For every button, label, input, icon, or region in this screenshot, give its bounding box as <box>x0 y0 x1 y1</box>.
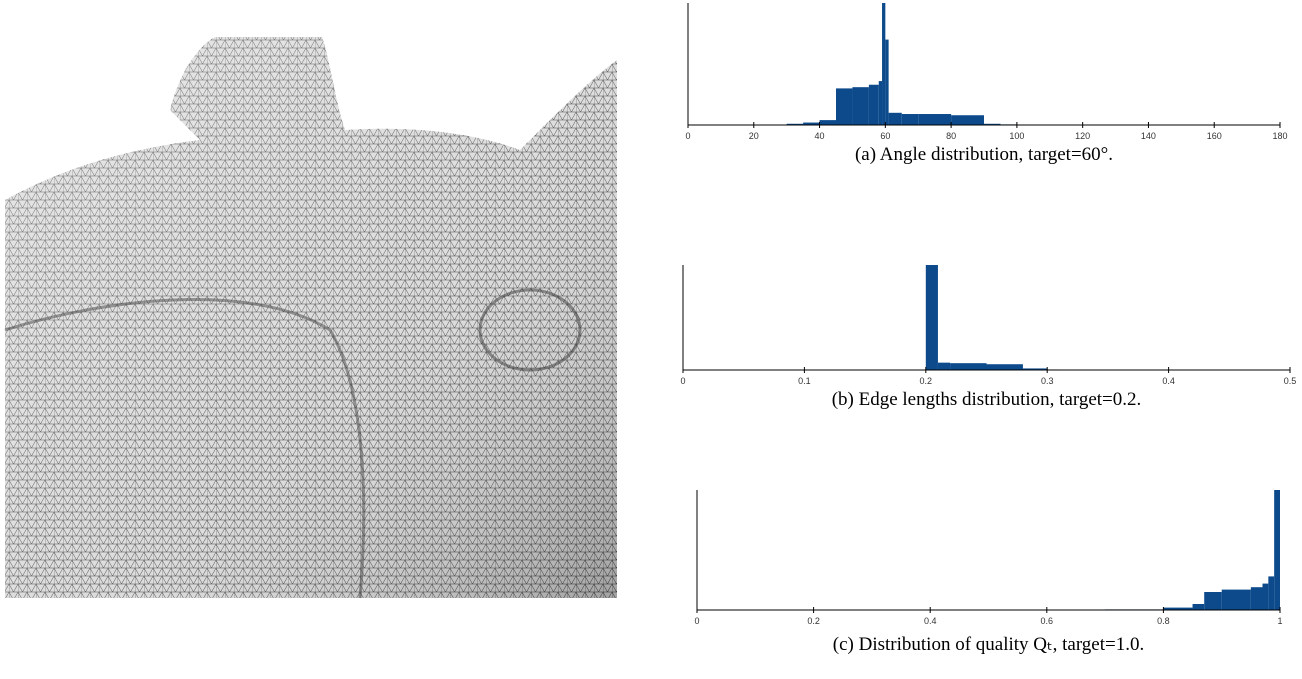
x-tick-label: 0.4 <box>924 616 937 626</box>
x-tick-label: 0.5 <box>1284 376 1297 386</box>
bar <box>987 364 1023 370</box>
bar <box>1263 584 1269 610</box>
x-tick-label: 0.1 <box>798 376 811 386</box>
x-tick-label: 0.3 <box>1041 376 1054 386</box>
x-tick-label: 180 <box>1272 131 1287 141</box>
x-tick-label: 0.2 <box>920 376 933 386</box>
bar <box>1222 590 1251 610</box>
bar <box>885 40 888 125</box>
figure: 020406080100120140160180(a) Angle distri… <box>0 0 1302 679</box>
bar <box>1251 587 1263 610</box>
x-tick-label: 0.4 <box>1162 376 1175 386</box>
bar <box>1204 592 1221 610</box>
x-tick-label: 80 <box>946 131 956 141</box>
x-tick-label: 20 <box>749 131 759 141</box>
x-tick-label: 60 <box>880 131 890 141</box>
bar <box>889 113 902 125</box>
caption: (c) Distribution of quality Qₜ, target=1… <box>833 634 1144 655</box>
bar <box>938 363 950 370</box>
caption: (b) Edge lengths distribution, target=0.… <box>832 389 1142 410</box>
bar <box>820 120 836 125</box>
histogram-panel: 0 0.1 0.2 0.3 0.4 0.5 (b) Edge lengths distrib… <box>680 265 1296 410</box>
x-tick-label: 0 <box>685 131 690 141</box>
histogram-panel: 0 0.2 0.4 0.6 0.8 1 (c) Distribution of qualit… <box>694 490 1282 655</box>
caption: (a) Angle distribution, target=60°. <box>855 144 1113 165</box>
bar <box>951 115 984 125</box>
x-tick-label: 0 <box>680 376 685 386</box>
bar <box>950 363 986 370</box>
x-tick-label: 100 <box>1009 131 1024 141</box>
mesh-render <box>5 37 617 598</box>
bar <box>902 114 918 125</box>
x-tick-label: 40 <box>815 131 825 141</box>
x-tick-label: 120 <box>1075 131 1090 141</box>
x-tick-label: 0.8 <box>1157 616 1170 626</box>
x-tick-label: 0 <box>694 616 699 626</box>
bar <box>852 87 868 125</box>
histogram-panel: 0 20 40 60 80 100 120 140 160 180 (a) Angle distri… <box>685 3 1287 165</box>
x-tick-label: 0.6 <box>1041 616 1054 626</box>
bar <box>1193 604 1205 610</box>
bar <box>869 85 879 125</box>
bar <box>882 3 885 125</box>
x-tick-label: 140 <box>1141 131 1156 141</box>
bar <box>918 114 951 125</box>
x-tick-label: 0.2 <box>807 616 820 626</box>
x-tick-label: 1 <box>1277 616 1282 626</box>
bar <box>926 265 938 370</box>
bar <box>836 88 852 125</box>
x-tick-label: 160 <box>1207 131 1222 141</box>
bar <box>1274 490 1280 610</box>
bar <box>1268 576 1274 610</box>
bar <box>879 81 882 125</box>
